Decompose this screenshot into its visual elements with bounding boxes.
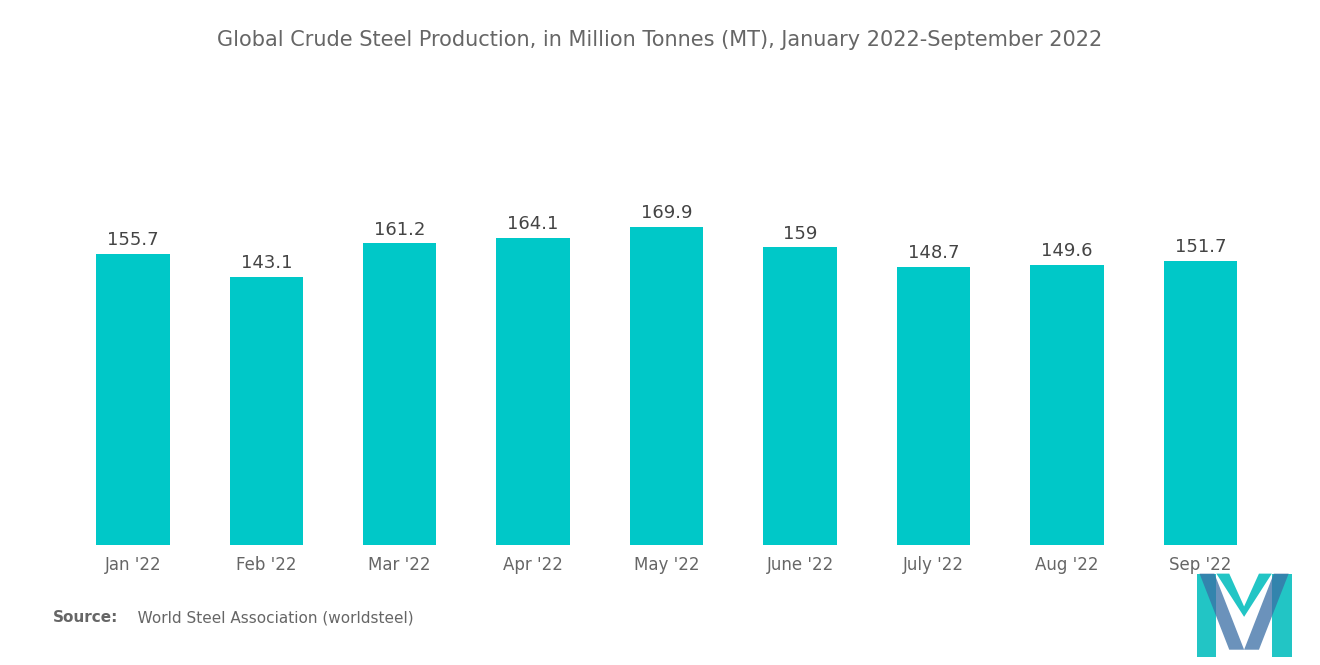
Bar: [896, 267, 970, 545]
Bar: [96, 253, 169, 545]
Bar: [763, 247, 837, 545]
Text: 159: 159: [783, 225, 817, 243]
Text: 161.2: 161.2: [374, 221, 425, 239]
Text: Source:: Source:: [53, 610, 119, 625]
Bar: [1030, 265, 1104, 545]
Bar: [496, 238, 570, 545]
Bar: [630, 227, 704, 545]
Text: 164.1: 164.1: [507, 215, 558, 233]
Bar: [363, 243, 437, 545]
Text: 143.1: 143.1: [240, 255, 292, 273]
Text: Global Crude Steel Production, in Million Tonnes (MT), January 2022-September 20: Global Crude Steel Production, in Millio…: [218, 30, 1102, 50]
Text: 155.7: 155.7: [107, 231, 158, 249]
Text: 169.9: 169.9: [640, 204, 693, 222]
Bar: [230, 277, 304, 545]
Text: 149.6: 149.6: [1041, 242, 1093, 260]
Text: 148.7: 148.7: [908, 244, 960, 262]
Bar: [1164, 261, 1237, 545]
Text: World Steel Association (worldsteel): World Steel Association (worldsteel): [123, 610, 413, 625]
Text: 151.7: 151.7: [1175, 238, 1226, 256]
